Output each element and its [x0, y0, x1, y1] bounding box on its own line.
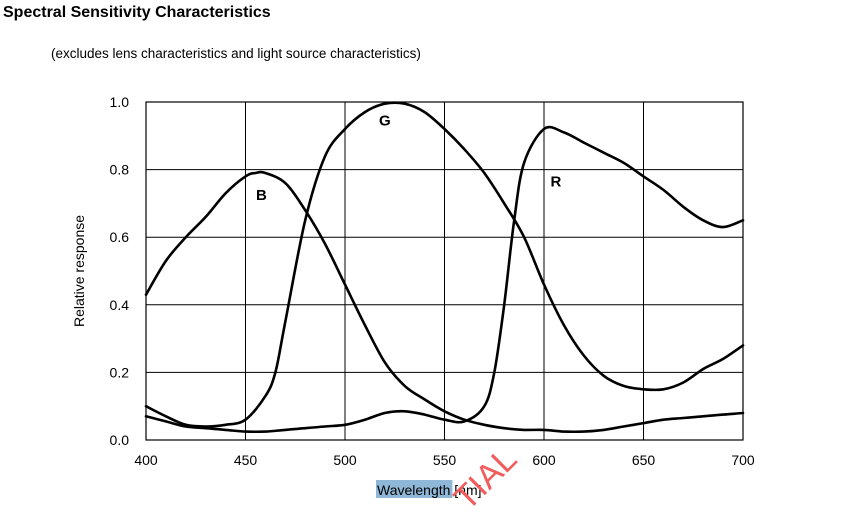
series-label-b: B — [256, 187, 267, 204]
y-tick-label: 1.0 — [110, 94, 130, 110]
x-tick-label: 600 — [532, 452, 556, 468]
y-tick-label: 0.4 — [110, 297, 130, 313]
x-tick-label: 650 — [632, 452, 656, 468]
x-tick-label: 700 — [731, 452, 755, 468]
x-axis-label: Wavelength [nm] — [377, 482, 482, 498]
page-title: Spectral Sensitivity Characteristics — [3, 4, 271, 21]
y-axis-label: Relative response — [71, 215, 87, 327]
y-tick-label: 0.8 — [110, 162, 130, 178]
chart-ticks: 400 450 500 550 600 650 700 0.0 0.2 0.4 0.6 0.8 1.0 — [110, 94, 755, 468]
y-tick-label: 0.2 — [110, 364, 130, 380]
x-axis-label-highlight — [376, 480, 453, 498]
x-tick-label: 500 — [333, 452, 357, 468]
series-line-r — [144, 125, 745, 434]
x-axis-label-main: Wavelength — [377, 482, 450, 498]
chart-grid — [145, 101, 744, 441]
series-label-g: G — [379, 113, 391, 130]
watermark-text: TIAL — [447, 440, 525, 514]
series-line-g — [144, 101, 745, 428]
plot-frame — [145, 101, 744, 441]
chart-series — [144, 101, 745, 434]
y-tick-label: 0.0 — [110, 432, 130, 448]
series-line-b — [144, 170, 745, 434]
page-subtitle: (excludes lens characteristics and light… — [51, 46, 421, 61]
y-tick-label: 0.6 — [110, 229, 130, 245]
x-tick-label: 400 — [134, 452, 158, 468]
x-axis-label-unit: [nm] — [450, 482, 481, 498]
x-axis-label-group: Wavelength [nm] — [376, 480, 482, 498]
series-label-r: R — [551, 174, 562, 191]
x-tick-label: 450 — [234, 452, 258, 468]
x-tick-label: 550 — [433, 452, 457, 468]
